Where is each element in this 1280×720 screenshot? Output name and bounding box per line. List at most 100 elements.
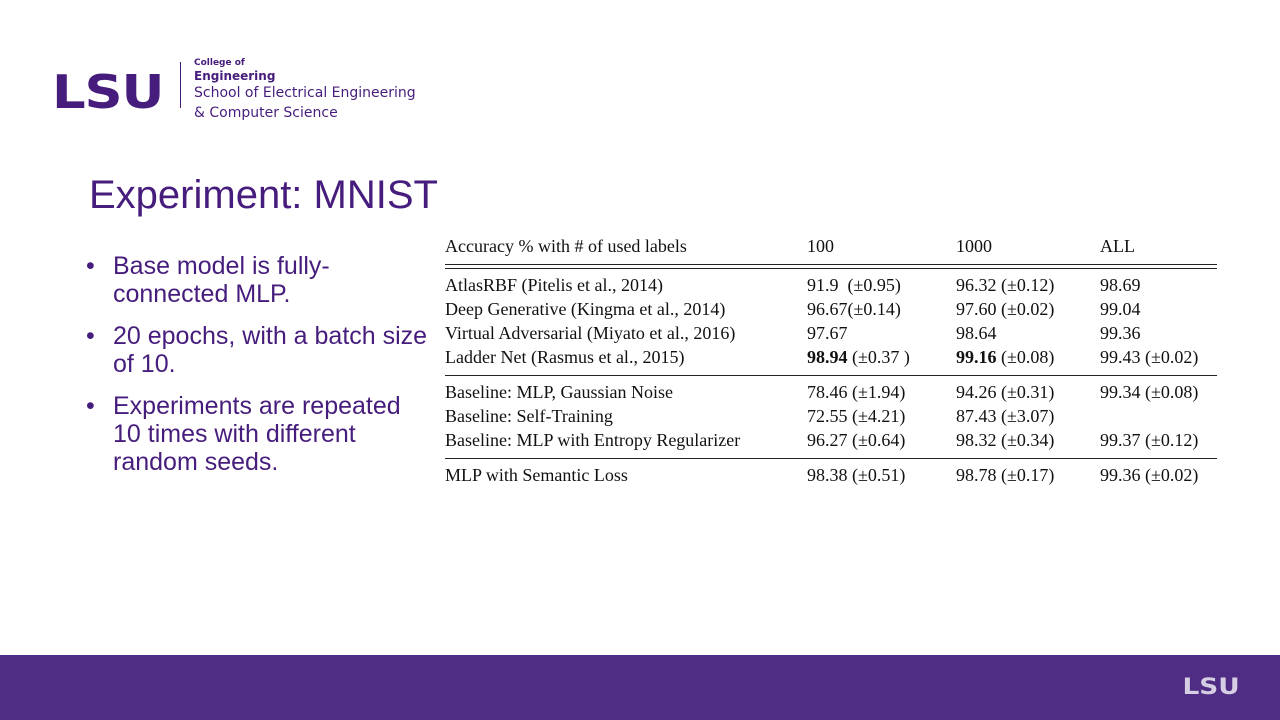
acc-error: (±0.12) — [1145, 430, 1199, 450]
acc-error: (±0.08) — [1145, 382, 1199, 402]
acc-all-cell: 99.43 (±0.02) — [1100, 345, 1198, 369]
acc-1000-cell: 99.16 (±0.08) — [956, 345, 1054, 369]
table-row: Deep Generative (Kingma et al., 2014) 96… — [445, 297, 1217, 321]
acc-value: 99.36 — [1100, 323, 1141, 343]
table-double-rule — [445, 264, 1217, 269]
bullet-text: 20 epochs, with a batch size of 10. — [113, 322, 428, 378]
table-rule — [445, 458, 1217, 459]
method-cell: Deep Generative (Kingma et al., 2014) — [445, 299, 726, 319]
acc-error: (±0.64) — [852, 430, 906, 450]
bullet-text: Base model is fully-connected MLP. — [113, 252, 330, 308]
acc-value: 98.69 — [1100, 275, 1141, 295]
acc-all-cell: 99.04 — [1100, 297, 1141, 321]
header-cell-metric: Accuracy % with # of used labels — [445, 236, 687, 256]
table-row: Virtual Adversarial (Miyato et al., 2016… — [445, 321, 1217, 345]
acc-value: 99.43 — [1100, 347, 1141, 367]
acc-value: 78.46 — [807, 382, 848, 402]
method-cell: AtlasRBF (Pitelis et al., 2014) — [445, 275, 663, 295]
footer-lsu-logo: LSU — [1182, 675, 1240, 700]
acc-100-cell: 98.94 (±0.37 ) — [807, 345, 910, 369]
acc-value: 99.36 — [1100, 465, 1141, 485]
method-cell: Baseline: MLP, Gaussian Noise — [445, 382, 673, 402]
table-row: Baseline: MLP, Gaussian Noise 78.46 (±1.… — [445, 380, 1217, 404]
acc-value: 99.37 — [1100, 430, 1141, 450]
method-cell: Ladder Net (Rasmus et al., 2015) — [445, 347, 685, 367]
bullet-dot-icon: • — [86, 252, 95, 280]
bullet-item: • 20 epochs, with a batch size of 10. — [86, 322, 431, 378]
acc-value: 98.32 — [956, 430, 997, 450]
acc-100-cell: 98.38 (±0.51) — [807, 463, 905, 487]
acc-error: (±0.02) — [1001, 299, 1055, 319]
acc-1000-cell: 98.64 — [956, 321, 997, 345]
footer-bar: LSU — [0, 655, 1280, 720]
logo-department: & Computer Science — [194, 105, 338, 121]
acc-all-cell: 98.69 — [1100, 273, 1141, 297]
table-row: AtlasRBF (Pitelis et al., 2014) 91.9 (±0… — [445, 273, 1217, 297]
acc-value: 98.64 — [956, 323, 997, 343]
lsu-logo-mark: LSU — [52, 65, 164, 119]
acc-error: (±0.95) — [847, 275, 901, 295]
acc-error: (±0.31) — [1001, 382, 1055, 402]
acc-error: (±0.12) — [1001, 275, 1055, 295]
acc-1000-cell: 97.60 (±0.02) — [956, 297, 1054, 321]
method-cell: Baseline: MLP with Entropy Regularizer — [445, 430, 741, 450]
bullet-list: • Base model is fully-connected MLP. • 20 … — [86, 252, 431, 490]
acc-error: (±0.51) — [852, 465, 906, 485]
bullet-text: Experiments are repeated 10 times with d… — [113, 392, 401, 476]
header-cell-all: ALL — [1100, 236, 1135, 256]
logo-college-of: College of — [194, 58, 245, 68]
acc-value: 99.34 — [1100, 382, 1141, 402]
slide-title: Experiment: MNIST — [89, 173, 438, 217]
acc-value: 96.32 — [956, 275, 997, 295]
acc-value-best: 98.94 — [807, 347, 848, 367]
acc-value: 98.78 — [956, 465, 997, 485]
acc-value: 96.27 — [807, 430, 848, 450]
acc-error: (±0.02) — [1145, 347, 1199, 367]
results-table: Accuracy % with # of used labels 100 100… — [445, 234, 1217, 487]
acc-1000-cell: 98.32 (±0.34) — [956, 428, 1054, 452]
acc-error: (±3.07) — [1001, 406, 1055, 426]
acc-100-cell: 96.27 (±0.64) — [807, 428, 905, 452]
acc-error: (±0.34) — [1001, 430, 1055, 450]
table-row: Baseline: Self-Training 72.55 (±4.21) 87… — [445, 404, 1217, 428]
method-cell: MLP with Semantic Loss — [445, 465, 628, 485]
acc-1000-cell: 98.78 (±0.17) — [956, 463, 1054, 487]
logo-engineering: Engineering — [194, 69, 276, 83]
bullet-dot-icon: • — [86, 392, 95, 420]
acc-value: 96.67 — [807, 299, 848, 319]
acc-100-cell: 72.55 (±4.21) — [807, 404, 905, 428]
logo-school-name: School of Electrical Engineering — [194, 85, 416, 101]
acc-error: (±0.17) — [1001, 465, 1055, 485]
table-row: Ladder Net (Rasmus et al., 2015) 98.94 (… — [445, 345, 1217, 369]
acc-value: 94.26 — [956, 382, 997, 402]
table-rule — [445, 375, 1217, 376]
acc-value: 97.67 — [807, 323, 848, 343]
acc-error: (±0.08) — [1001, 347, 1055, 367]
acc-value: 91.9 — [807, 275, 839, 295]
acc-error: (±1.94) — [852, 382, 906, 402]
header-cell-100: 100 — [807, 236, 834, 256]
method-cell: Baseline: Self-Training — [445, 406, 613, 426]
acc-value: 72.55 — [807, 406, 848, 426]
bullet-item: • Experiments are repeated 10 times with … — [86, 392, 431, 476]
table-header-row: Accuracy % with # of used labels 100 100… — [445, 234, 1217, 258]
bullet-dot-icon: • — [86, 322, 95, 350]
acc-error: (±0.02) — [1145, 465, 1199, 485]
acc-100-cell: 91.9 (±0.95) — [807, 273, 901, 297]
acc-100-cell: 78.46 (±1.94) — [807, 380, 905, 404]
acc-value: 99.04 — [1100, 299, 1141, 319]
acc-1000-cell: 94.26 (±0.31) — [956, 380, 1054, 404]
acc-1000-cell: 87.43 (±3.07) — [956, 404, 1054, 428]
logo-text: College of Engineering School of Electri… — [194, 58, 416, 123]
acc-all-cell: 99.36 — [1100, 321, 1141, 345]
acc-error: (±0.14) — [847, 299, 901, 319]
acc-all-cell: 99.37 (±0.12) — [1100, 428, 1198, 452]
acc-1000-cell: 96.32 (±0.12) — [956, 273, 1054, 297]
acc-error: (±4.21) — [852, 406, 906, 426]
acc-all-cell: 99.36 (±0.02) — [1100, 463, 1198, 487]
logo-divider — [180, 62, 181, 108]
acc-error: (±0.37 ) — [852, 347, 910, 367]
table-row: Baseline: MLP with Entropy Regularizer 9… — [445, 428, 1217, 452]
table-row: MLP with Semantic Loss 98.38 (±0.51) 98.… — [445, 463, 1217, 487]
method-cell: Virtual Adversarial (Miyato et al., 2016… — [445, 323, 736, 343]
